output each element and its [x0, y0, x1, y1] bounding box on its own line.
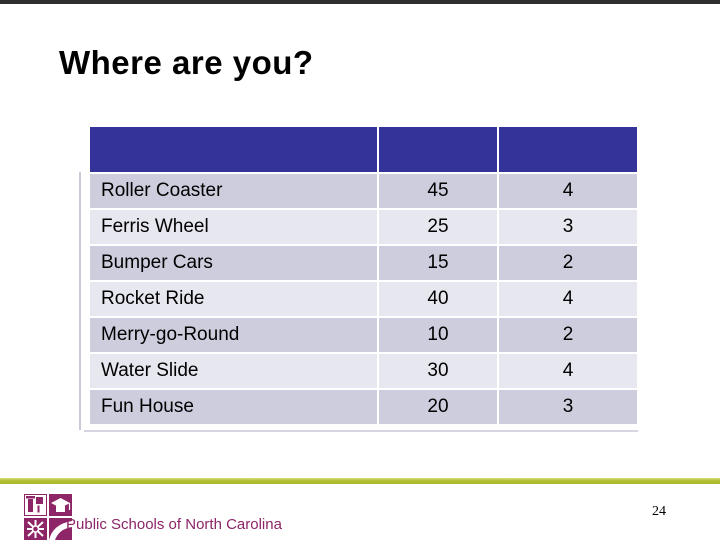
table-cell-value1: 25 — [379, 210, 497, 244]
table-cell-value2: 3 — [499, 390, 637, 424]
table-header-cell-value2 — [499, 127, 637, 172]
table-cell-value1: 40 — [379, 282, 497, 316]
table-cell-value2: 4 — [499, 354, 637, 388]
table-header-cell-ride — [90, 127, 377, 172]
table-cell-ride: Bumper Cars — [90, 246, 377, 280]
rides-table: Roller Coaster 45 4 Ferris Wheel 25 3 Bu… — [90, 127, 637, 424]
table-cell-value2: 2 — [499, 246, 637, 280]
table-cell-value2: 3 — [499, 210, 637, 244]
table-outer-bottom-border — [84, 430, 638, 432]
table-cell-ride: Merry-go-Round — [90, 318, 377, 352]
table-cell-ride: Ferris Wheel — [90, 210, 377, 244]
table-cell-ride: Rocket Ride — [90, 282, 377, 316]
table-cell-value1: 10 — [379, 318, 497, 352]
table-cell-ride: Roller Coaster — [90, 174, 377, 208]
table-cell-value2: 2 — [499, 318, 637, 352]
top-bar — [0, 0, 720, 4]
table-cell-value1: 15 — [379, 246, 497, 280]
table-cell-ride: Fun House — [90, 390, 377, 424]
table-header-cell-value1 — [379, 127, 497, 172]
footer-logo-text: Public Schools of North Carolina — [66, 516, 282, 533]
psnc-logo-icon — [24, 494, 72, 540]
table-cell-value1: 20 — [379, 390, 497, 424]
table-cell-value2: 4 — [499, 174, 637, 208]
table-cell-value1: 45 — [379, 174, 497, 208]
table-cell-value2: 4 — [499, 282, 637, 316]
table-outer-left-border — [79, 172, 81, 430]
page-number: 24 — [652, 504, 666, 519]
table-cell-value1: 30 — [379, 354, 497, 388]
footer-accent-line — [0, 478, 720, 484]
page-title: Where are you? — [59, 44, 314, 81]
table-cell-ride: Water Slide — [90, 354, 377, 388]
